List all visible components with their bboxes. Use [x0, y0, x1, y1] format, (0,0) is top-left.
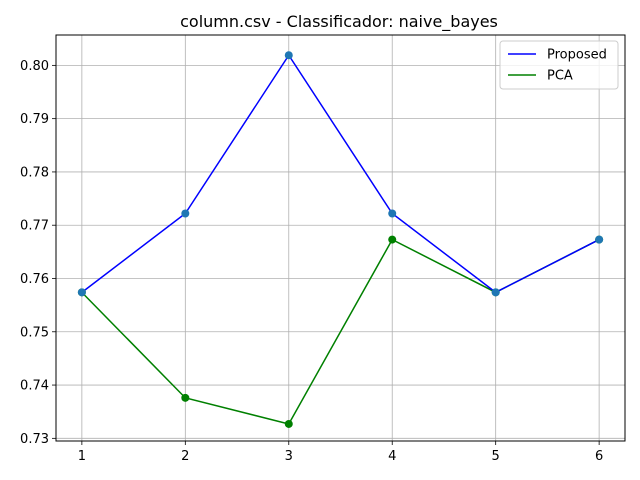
grid-lines: [56, 35, 625, 441]
y-tick-label: 0.74: [20, 379, 49, 394]
plot-frame: [55, 34, 626, 442]
legend: Proposed PCA: [499, 40, 619, 90]
y-tick-label: 0.80: [20, 59, 49, 74]
y-tick-label: 0.77: [20, 219, 49, 234]
axes: 1 2 3 4 5 6 0.73 0.74 0.75 0.76 0.77 0.78 0.79 0.80: [20, 59, 603, 464]
y-tick-label: 0.73: [20, 432, 49, 447]
data-point-proposed: [181, 209, 190, 218]
y-tick-label: 0.76: [20, 272, 49, 287]
series-layer: [77, 51, 604, 428]
x-tick-label: 4: [388, 449, 396, 464]
data-point-proposed: [77, 288, 86, 297]
x-tick-label: 6: [595, 449, 603, 464]
chart-title: column.csv - Classificador: naive_bayes: [180, 12, 498, 32]
data-point-pca: [284, 419, 293, 428]
y-tick-label: 0.78: [20, 165, 49, 180]
data-point-proposed: [491, 288, 500, 297]
series-line-proposed: [81, 53, 600, 294]
data-point-pca: [388, 235, 397, 244]
legend-label-proposed: Proposed: [547, 48, 607, 63]
y-tick-label: 0.79: [20, 112, 49, 127]
legend-label-pca: PCA: [547, 69, 573, 84]
data-point-proposed: [284, 51, 293, 60]
data-point-proposed: [595, 235, 604, 244]
y-tick-label: 0.75: [20, 325, 49, 340]
x-tick-label: 3: [285, 449, 293, 464]
x-tick-label: 5: [492, 449, 500, 464]
x-tick-label: 2: [181, 449, 189, 464]
legend-box: [499, 40, 619, 90]
x-tick-label: 1: [78, 449, 86, 464]
data-point-pca: [181, 393, 190, 402]
data-point-proposed: [388, 209, 397, 218]
